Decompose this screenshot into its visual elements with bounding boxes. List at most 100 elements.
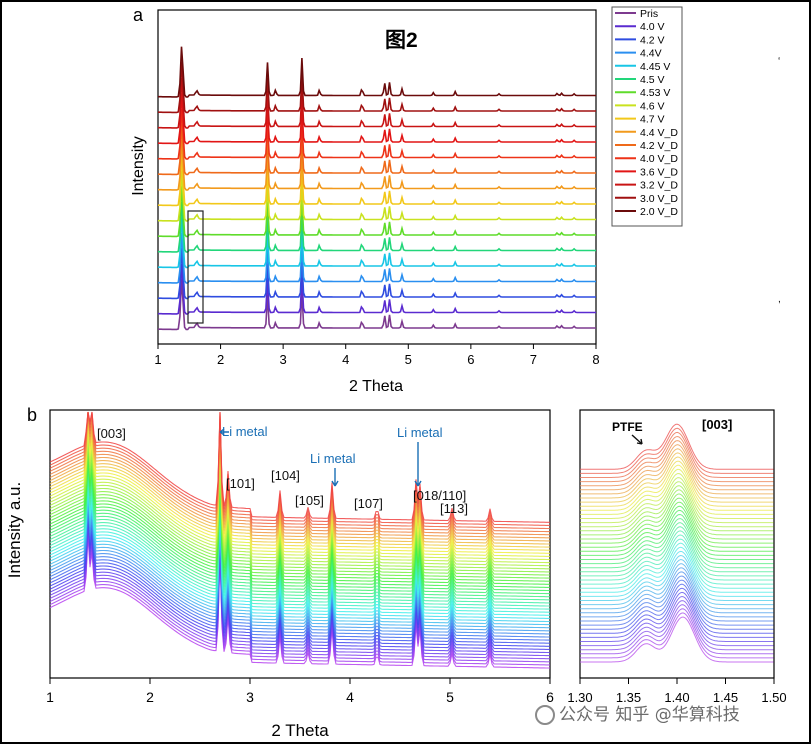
inset-trace-line [580, 505, 774, 552]
series-line-10 [158, 124, 596, 176]
inset-trace-line [580, 464, 774, 511]
x-tick-label: 5 [446, 689, 454, 705]
trace-line [49, 532, 550, 666]
trace-line [49, 439, 550, 573]
trace-line [49, 455, 550, 588]
inset-trace-line [580, 489, 774, 536]
x-tick-label: 1.30 [567, 690, 592, 705]
trace-line [49, 411, 550, 536]
panel-a-y-axis-label: Intensity [130, 136, 147, 196]
trace-line [49, 433, 550, 567]
panel-b-x-axis-label: 2 Theta [271, 721, 329, 740]
trace-line [49, 412, 550, 545]
series-line-14 [158, 62, 596, 114]
inset-trace-line [580, 509, 774, 556]
li-metal-annotation: Li metal [222, 424, 268, 439]
panel-a-x-axis-label: 2 Theta [349, 378, 403, 395]
arrow-icon [219, 428, 229, 436]
x-tick-label: 3 [246, 689, 254, 705]
inset-trace-line [580, 431, 774, 478]
panel-a-plot-frame [157, 9, 597, 345]
x-tick-label: 8 [592, 352, 599, 367]
series-line-15 [158, 46, 596, 98]
panel-b-x-ticks: 1 2 3 4 5 6 [46, 678, 554, 705]
panel-b-inset: PTFE [003] 1.30 1.35 1.40 1.45 1.50 [567, 409, 787, 705]
legend-entry: 4.5 V [640, 74, 665, 86]
inset-annotations: PTFE [003] [612, 417, 732, 445]
inset-trace-line [580, 526, 774, 573]
li-metal-annotation: Li metal [397, 425, 443, 440]
trace-line [49, 495, 550, 629]
panel-a-highlight-box [187, 210, 204, 324]
legend-entry: 3.0 V_D [640, 193, 678, 205]
legend-entry: 3.2 V_D [640, 180, 678, 192]
trace-line [49, 520, 550, 654]
inset-trace-line [580, 518, 774, 565]
inset-trace-line [580, 616, 774, 663]
trace-line [49, 411, 550, 530]
trace-line [49, 424, 550, 557]
peak-label: [101] [226, 476, 255, 491]
series-line-3 [158, 232, 596, 284]
trace-line [49, 498, 550, 632]
inset-trace-line [580, 591, 774, 638]
inset-trace-line [580, 493, 774, 540]
x-tick-label: 3 [280, 352, 287, 367]
trace-line [49, 446, 550, 579]
panel-b: b [003] Li metal [101] [104] Li metal [105] [1… [5, 405, 554, 740]
legend-entry: 4.6 V [640, 100, 665, 112]
trace-line [49, 501, 550, 635]
x-tick-label: 1 [154, 352, 161, 367]
panel-a-curves [158, 46, 596, 331]
inset-curves [580, 423, 774, 663]
trace-line [49, 529, 550, 663]
legend-entry: 4.7 V [640, 114, 665, 126]
x-tick-label: 6 [467, 352, 474, 367]
series-line-12 [158, 93, 596, 145]
trace-line [49, 483, 550, 616]
trace-line [49, 430, 550, 564]
legend-entry: 3.6 V_D [640, 166, 678, 178]
arrow-icon [414, 442, 422, 487]
inset-x-ticks: 1.30 1.35 1.40 1.45 1.50 [567, 678, 787, 705]
legend-entry: 4.2 V_D [640, 140, 678, 152]
inset-trace-line [580, 567, 774, 614]
watermark-text: 公众号 知乎 @华算科技 [559, 705, 740, 725]
trace-line [49, 492, 550, 626]
inset-trace-line [580, 460, 774, 507]
series-line-1 [158, 263, 596, 315]
inset-trace-line [580, 513, 774, 560]
series-line-11 [158, 108, 596, 160]
panel-a-x-ticks: 1 2 3 4 5 6 7 8 [154, 344, 600, 367]
series-line-6 [158, 186, 596, 238]
peak-label: [003] [97, 426, 126, 441]
inset-trace-line [580, 595, 774, 642]
peak-label: [104] [271, 468, 300, 483]
inset-trace-line [580, 440, 774, 487]
series-line-7 [158, 170, 596, 222]
x-tick-label: 1 [46, 689, 54, 705]
inset-trace-line [580, 579, 774, 626]
trace-line [49, 411, 550, 526]
trace-line [49, 511, 550, 644]
inset-trace-line [580, 604, 774, 651]
inset-trace-line [580, 538, 774, 585]
inset-trace-line [580, 550, 774, 597]
inset-trace-line [580, 542, 774, 589]
panel-b-annotations: [003] Li metal [101] [104] Li metal [105] [107… [97, 424, 468, 516]
inset-trace-line [580, 608, 774, 655]
x-tick-label: 2 [146, 689, 154, 705]
trace-line [49, 486, 550, 619]
trace-line [49, 470, 550, 604]
inset-trace-line [580, 587, 774, 634]
inset-trace-line [580, 444, 774, 491]
inset-trace-line [580, 452, 774, 499]
peak-label: [107] [354, 496, 383, 511]
x-tick-label: 4 [346, 689, 354, 705]
legend-entry: 4.4V [640, 48, 662, 60]
x-tick-label: 4 [342, 352, 349, 367]
inset-trace-line [580, 583, 774, 630]
